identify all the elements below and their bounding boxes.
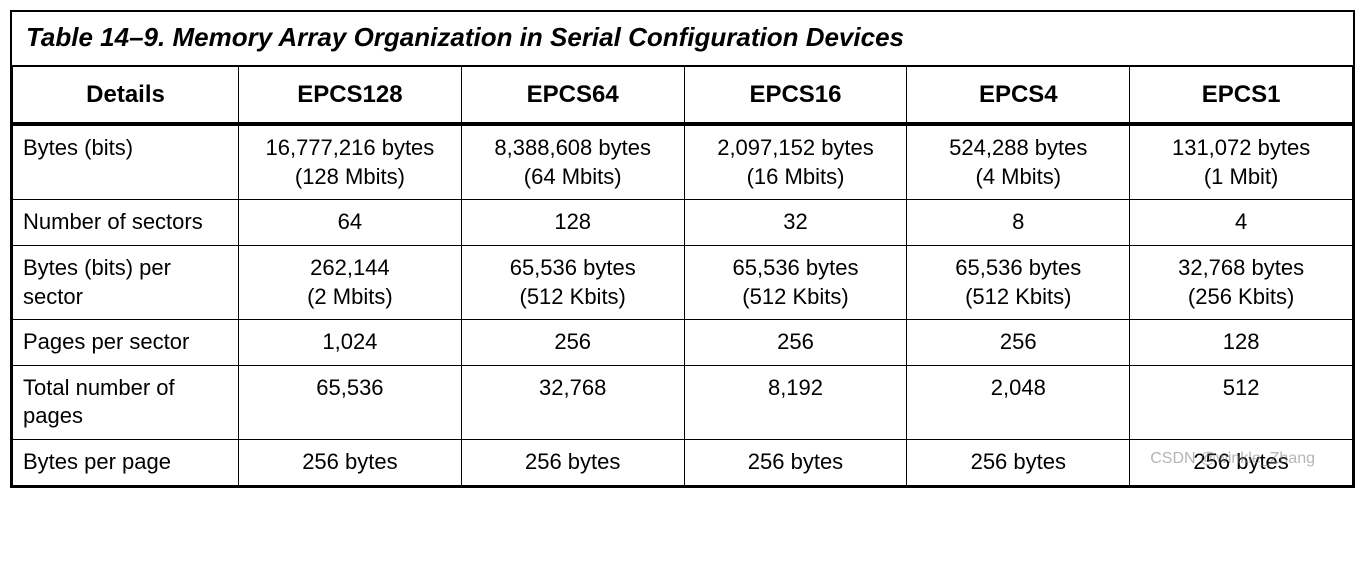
cell-value: 262,144(2 Mbits) — [239, 245, 462, 319]
cell-value: 256 — [684, 320, 907, 366]
cell-value: 1,024 — [239, 320, 462, 366]
cell-value: 16,777,216 bytes(128 Mbits) — [239, 124, 462, 200]
cell-value: 256 bytes — [461, 439, 684, 485]
col-header: EPCS16 — [684, 67, 907, 125]
row-label: Pages per sector — [13, 320, 239, 366]
cell-value: 128 — [1130, 320, 1353, 366]
cell-value: 256 bytes — [907, 439, 1130, 485]
col-header: EPCS1 — [1130, 67, 1353, 125]
table-row: Bytes (bits)16,777,216 bytes(128 Mbits)8… — [13, 124, 1353, 200]
table-row: Bytes per page256 bytes256 bytes256 byte… — [13, 439, 1353, 485]
table-row: Number of sectors641283284 — [13, 200, 1353, 246]
col-header: EPCS4 — [907, 67, 1130, 125]
cell-value: 8,192 — [684, 365, 907, 439]
cell-value: 32,768 — [461, 365, 684, 439]
cell-value: 32 — [684, 200, 907, 246]
row-label: Total number of pages — [13, 365, 239, 439]
cell-value: 128 — [461, 200, 684, 246]
col-header: Details — [13, 67, 239, 125]
cell-value: 32,768 bytes(256 Kbits) — [1130, 245, 1353, 319]
memory-table: Details EPCS128 EPCS64 EPCS16 EPCS4 EPCS… — [12, 66, 1353, 486]
table-header-row: Details EPCS128 EPCS64 EPCS16 EPCS4 EPCS… — [13, 67, 1353, 125]
table-row: Pages per sector1,024256256256128 — [13, 320, 1353, 366]
cell-value: 65,536 bytes(512 Kbits) — [461, 245, 684, 319]
cell-value: 64 — [239, 200, 462, 246]
cell-value: 8,388,608 bytes(64 Mbits) — [461, 124, 684, 200]
cell-value: 524,288 bytes(4 Mbits) — [907, 124, 1130, 200]
table-title: Table 14–9. Memory Array Organization in… — [12, 12, 1353, 66]
col-header: EPCS64 — [461, 67, 684, 125]
row-label: Bytes (bits) — [13, 124, 239, 200]
cell-value: 2,097,152 bytes(16 Mbits) — [684, 124, 907, 200]
cell-value: 256 — [907, 320, 1130, 366]
cell-value: 256 — [461, 320, 684, 366]
cell-value: 512 — [1130, 365, 1353, 439]
cell-value: 8 — [907, 200, 1130, 246]
cell-value: 131,072 bytes(1 Mbit) — [1130, 124, 1353, 200]
row-label: Number of sectors — [13, 200, 239, 246]
cell-value: 4 — [1130, 200, 1353, 246]
row-label: Bytes per page — [13, 439, 239, 485]
table-row: Bytes (bits) per sector262,144(2 Mbits)6… — [13, 245, 1353, 319]
table-row: Total number of pages65,53632,7688,1922,… — [13, 365, 1353, 439]
row-label: Bytes (bits) per sector — [13, 245, 239, 319]
cell-value: 2,048 — [907, 365, 1130, 439]
table-container: Table 14–9. Memory Array Organization in… — [10, 10, 1355, 488]
cell-value: 65,536 bytes(512 Kbits) — [684, 245, 907, 319]
table-body: Bytes (bits)16,777,216 bytes(128 Mbits)8… — [13, 124, 1353, 485]
cell-value: 256 bytes — [1130, 439, 1353, 485]
cell-value: 65,536 bytes(512 Kbits) — [907, 245, 1130, 319]
cell-value: 256 bytes — [684, 439, 907, 485]
cell-value: 65,536 — [239, 365, 462, 439]
col-header: EPCS128 — [239, 67, 462, 125]
cell-value: 256 bytes — [239, 439, 462, 485]
